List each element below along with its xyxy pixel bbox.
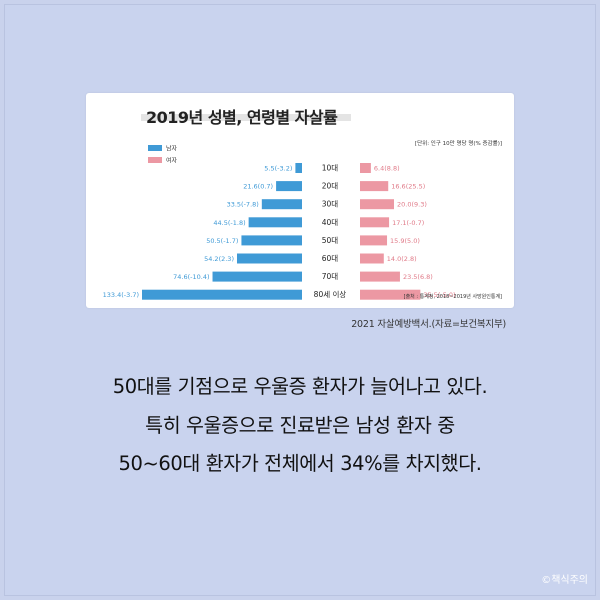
category-label-6: 70대 bbox=[322, 272, 339, 281]
bar-female-7 bbox=[360, 289, 421, 300]
category-label-3: 40대 bbox=[322, 218, 339, 227]
image-caption: 2021 자살예방백서.(자료=보건복지부) bbox=[351, 319, 506, 330]
legend-label-male: 남자 bbox=[166, 145, 178, 153]
bar-male-2 bbox=[261, 199, 302, 210]
bar-male-5 bbox=[236, 253, 302, 264]
bar-female-6 bbox=[360, 271, 400, 282]
bar-female-4 bbox=[360, 235, 388, 246]
body-text: 50대를 기점으로 우울증 환자가 늘어나고 있다. 특히 우울증으로 진료받은… bbox=[20, 368, 580, 484]
category-label-5: 60대 bbox=[322, 254, 339, 263]
category-label-7: 80세 이상 bbox=[314, 289, 347, 299]
bars-group: 5.5(-3.2) 10대 6.4(8.8) 21.6(0.7) 20대 16.6(25.… bbox=[103, 163, 456, 300]
bar-female-1 bbox=[360, 181, 389, 192]
bar-label-female-0: 6.4(8.8) bbox=[374, 165, 400, 173]
category-label-4: 50대 bbox=[322, 236, 339, 245]
bar-male-3 bbox=[248, 217, 302, 228]
bar-female-0 bbox=[360, 163, 371, 173]
bar-male-0 bbox=[295, 163, 302, 173]
legend-label-female: 여자 bbox=[166, 157, 178, 165]
bar-label-male-6: 74.6(-10.4) bbox=[173, 273, 209, 281]
copyright-text: ©책식주의 bbox=[541, 575, 588, 586]
bar-label-male-5: 54.2(2.3) bbox=[204, 255, 234, 263]
legend: 남자 여자 bbox=[148, 145, 178, 165]
category-label-2: 30대 bbox=[322, 200, 339, 209]
bar-label-female-4: 15.9(5.0) bbox=[390, 237, 420, 245]
bar-label-male-4: 50.5(-1.7) bbox=[206, 237, 238, 245]
bar-label-female-3: 17.1(-0.7) bbox=[392, 219, 424, 227]
bar-female-2 bbox=[360, 199, 394, 210]
bar-male-6 bbox=[212, 271, 302, 282]
bar-label-female-7: 35.5(-5.0) bbox=[423, 291, 455, 299]
bar-male-7 bbox=[142, 289, 302, 300]
bar-label-female-5: 14.0(2.8) bbox=[387, 255, 417, 263]
chart-title: 2019년 성별, 연령별 자살률 bbox=[146, 108, 338, 127]
chart-card: 2019년 성별, 연령별 자살률 [단위: 인구 10만 명당 명(% 증감률… bbox=[86, 93, 514, 308]
title-highlight bbox=[141, 114, 351, 121]
bar-label-male-7: 133.4(-3.7) bbox=[103, 291, 139, 299]
bar-male-4 bbox=[241, 235, 302, 246]
legend-swatch-female bbox=[148, 157, 162, 163]
bar-label-female-2: 20.0(9.3) bbox=[397, 201, 427, 209]
bar-label-male-1: 21.6(0.7) bbox=[243, 183, 273, 191]
category-label-0: 10대 bbox=[322, 164, 339, 173]
bar-label-female-6: 23.5(6.8) bbox=[403, 273, 433, 281]
bar-male-1 bbox=[276, 181, 302, 192]
bar-label-male-2: 33.5(-7.8) bbox=[227, 201, 259, 209]
bar-label-male-3: 44.5(-1.8) bbox=[213, 219, 245, 227]
source-note: [출처 : 통계청, 2018~2019년 사망원인통계] bbox=[404, 293, 502, 300]
bar-female-3 bbox=[360, 217, 390, 228]
category-label-1: 20대 bbox=[322, 182, 339, 191]
legend-swatch-male bbox=[148, 145, 162, 151]
bar-female-5 bbox=[360, 253, 384, 264]
bar-label-male-0: 5.5(-3.2) bbox=[264, 165, 292, 173]
body-line-3: 50~60대 환자가 전체에서 34%를 차지했다. bbox=[118, 452, 482, 475]
body-line-1: 50대를 기점으로 우울증 환자가 늘어나고 있다. bbox=[112, 375, 488, 398]
unit-note: [단위: 인구 10만 명당 명(% 증감률)] bbox=[415, 139, 502, 147]
bar-label-female-1: 16.6(25.5) bbox=[391, 183, 425, 191]
body-line-2: 특히 우울증으로 진료받은 남성 환자 중 bbox=[145, 413, 455, 437]
suicide-rate-chart: 2019년 성별, 연령별 자살률 [단위: 인구 10만 명당 명(% 증감률… bbox=[103, 108, 502, 300]
